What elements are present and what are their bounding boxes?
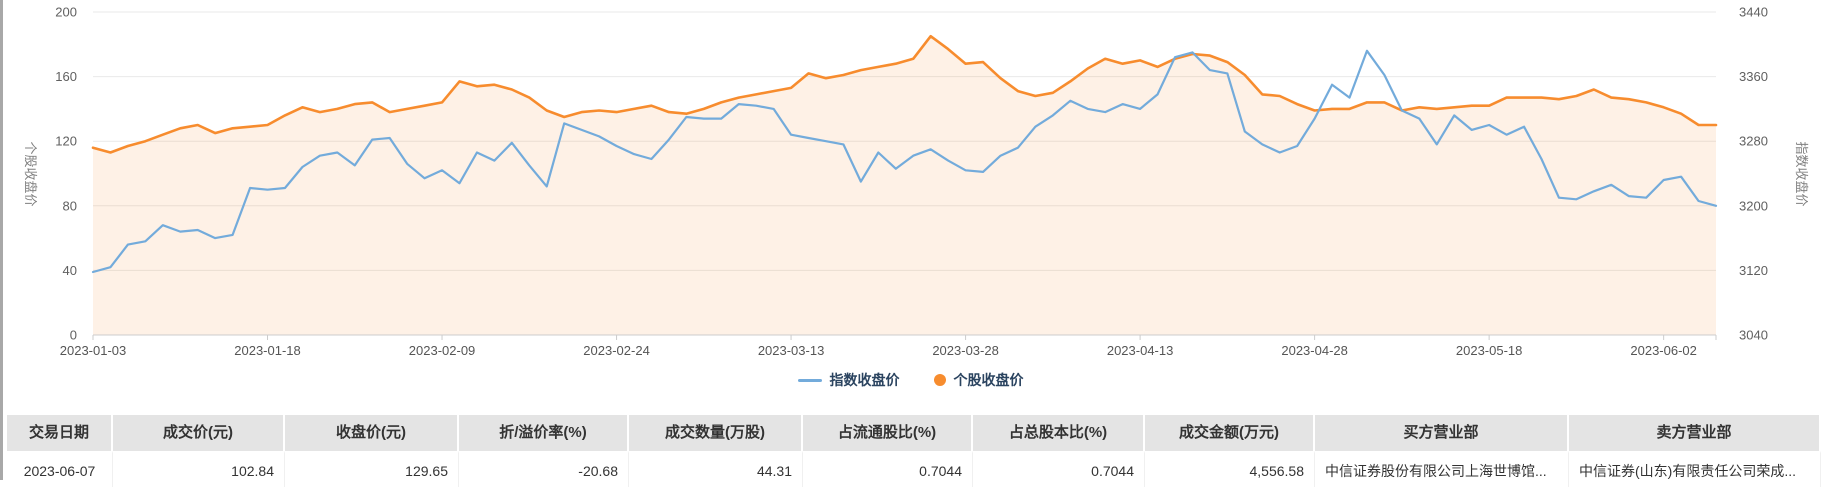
y-tick-label-right: 3440 [1739,5,1768,20]
table-header-cell: 成交数量(万股) [629,415,803,451]
x-tick-label: 2023-06-02 [1630,343,1697,358]
table-header-cell: 交易日期 [7,415,113,451]
table-cell: 129.65 [285,451,459,487]
table-cell: 0.7044 [803,451,973,487]
table-header-cell: 收盘价(元) [285,415,459,451]
legend-label-stock-close: 个股收盘价 [953,372,1024,388]
y-tick-label-left: 200 [55,5,77,20]
block-trade-table: 交易日期 成交价(元) 收盘价(元) 折/溢价率(%) 成交数量(万股) 占流通股比(%)… [7,415,1821,487]
table-cell: 4,556.58 [1145,451,1315,487]
legend-label-index-close: 指数收盘价 [829,372,900,388]
y-tick-label-left: 80 [63,198,77,213]
premium-rate-chart: 0 3040 40 3120 80 3200 120 3280 160 3360 200 3440 20… [0,0,1821,389]
table-cell: 中信证券(山东)有限责任公司荣成... [1569,451,1821,487]
y-tick-label-right: 3040 [1739,328,1768,343]
line-marker-icon [797,378,822,382]
y-tick-label-right: 3360 [1739,69,1768,84]
table-cell: -20.68 [459,451,629,487]
x-tick-label: 2023-02-24 [583,343,650,358]
x-tick-label: 2023-01-18 [234,343,301,358]
y-tick-label-right: 3120 [1739,263,1768,278]
x-tick-label: 2023-04-28 [1281,343,1348,358]
table-header-row: 交易日期 成交价(元) 收盘价(元) 折/溢价率(%) 成交数量(万股) 占流通股比(%)… [7,415,1821,451]
y-tick-label-left: 160 [55,69,77,84]
x-tick-label: 2023-03-28 [932,343,999,358]
stock-close-area [93,36,1716,335]
chart-legend: 指数收盘价 个股收盘价 [0,368,1821,392]
dot-marker-icon [933,374,946,386]
table-cell: 102.84 [113,451,285,487]
x-tick-label: 2023-02-09 [409,343,476,358]
index-close-line[interactable] [91,49,1718,274]
y-tick-label-left: 0 [70,328,77,343]
table-header-cell: 买方营业部 [1315,415,1569,451]
table-cell: 44.31 [629,451,803,487]
table-row[interactable]: 2023-06-07 102.84 129.65 -20.68 44.31 0.7044 0… [7,451,1821,487]
x-tick-label: 2023-05-18 [1456,343,1523,358]
y-axis-name-right: 指数收盘价 [1794,141,1809,206]
y-axis-name-left: 个股收盘价 [23,141,38,206]
table-header-cell: 卖方营业部 [1569,415,1821,451]
legend-item-index-close[interactable]: 指数收盘价 [797,370,900,390]
page-left-edge [0,0,3,480]
x-tick-label: 2023-01-03 [60,343,127,358]
y-tick-label-right: 3280 [1739,134,1768,149]
chart-canvas[interactable]: 0 3040 40 3120 80 3200 120 3280 160 3360 200 3440 20… [0,0,1821,365]
y-tick-label-left: 120 [55,134,77,149]
stock-close-line[interactable] [91,34,1718,154]
table-cell: 中信证券股份有限公司上海世博馆... [1315,451,1569,487]
x-tick-label: 2023-04-13 [1107,343,1174,358]
y-tick-label-left: 40 [63,263,77,278]
table-header-cell: 占流通股比(%) [803,415,973,451]
table-header-cell: 成交金额(万元) [1145,415,1315,451]
y-tick-label-right: 3200 [1739,198,1768,213]
table-header-cell: 折/溢价率(%) [459,415,629,451]
table-cell: 2023-06-07 [7,451,113,487]
legend-item-stock-close[interactable]: 个股收盘价 [933,370,1024,390]
table-header-cell: 占总股本比(%) [973,415,1145,451]
x-tick-label: 2023-03-13 [758,343,825,358]
table-cell: 0.7044 [973,451,1145,487]
table-header-cell: 成交价(元) [113,415,285,451]
